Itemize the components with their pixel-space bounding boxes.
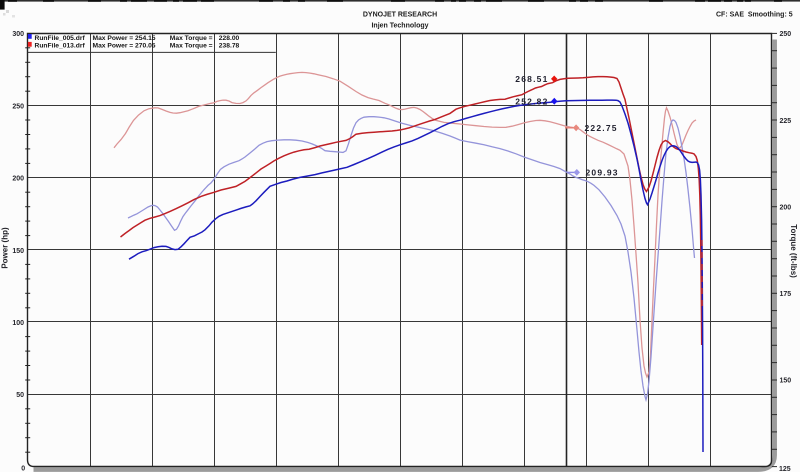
svg-text:225: 225 xyxy=(780,118,792,125)
svg-text:Max Torque =: Max Torque = xyxy=(170,42,213,49)
svg-text:RunFile_013.drf: RunFile_013.drf xyxy=(35,42,86,49)
svg-text:200: 200 xyxy=(12,176,24,183)
svg-text:Max Torque =: Max Torque = xyxy=(170,35,213,42)
svg-text:250: 250 xyxy=(12,103,24,110)
svg-text:CF: SAE Smoothing: 5: CF: SAE Smoothing: 5 xyxy=(716,12,793,19)
svg-text:Max Power = 254.15: Max Power = 254.15 xyxy=(93,35,156,42)
svg-text:150: 150 xyxy=(12,248,24,255)
svg-text:252.82: 252.82 xyxy=(515,96,548,106)
svg-text:0: 0 xyxy=(21,465,25,472)
svg-text:Torque (ft-lbs): Torque (ft-lbs) xyxy=(789,224,798,278)
svg-text:50: 50 xyxy=(16,392,24,399)
svg-text:268.51: 268.51 xyxy=(515,74,548,84)
svg-text:209.93: 209.93 xyxy=(586,168,619,178)
svg-text:228.00: 228.00 xyxy=(219,35,240,42)
svg-text:Injen Technology: Injen Technology xyxy=(371,23,428,30)
svg-text:238.78: 238.78 xyxy=(219,42,240,49)
svg-text:125: 125 xyxy=(779,466,791,472)
svg-text:Power (hp): Power (hp) xyxy=(1,227,10,269)
svg-text:Max Power = 270.05: Max Power = 270.05 xyxy=(93,42,156,49)
svg-text:150: 150 xyxy=(780,378,792,385)
svg-text:250: 250 xyxy=(780,31,792,38)
svg-text:RunFile_005.drf: RunFile_005.drf xyxy=(35,35,86,42)
svg-text:200: 200 xyxy=(780,204,792,211)
svg-text:175: 175 xyxy=(780,291,792,298)
svg-text:300: 300 xyxy=(12,31,24,38)
svg-text:222.75: 222.75 xyxy=(585,123,618,133)
svg-text:DYNOJET RESEARCH: DYNOJET RESEARCH xyxy=(363,12,437,19)
svg-text:100: 100 xyxy=(12,320,24,327)
